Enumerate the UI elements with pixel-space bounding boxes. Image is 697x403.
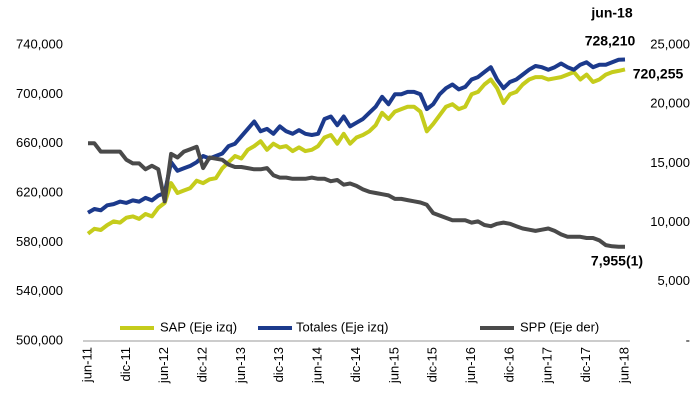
- legend-label: Totales (Eje izq): [296, 319, 388, 334]
- legend-label: SPP (Eje der): [520, 319, 599, 334]
- x-tick-label: dic-13: [271, 347, 286, 382]
- x-tick-label: dic-17: [578, 347, 593, 382]
- y-tick-label: 500,000: [16, 332, 63, 347]
- x-tick-label: jun-15: [386, 347, 401, 384]
- x-tick-label: jun-17: [540, 347, 555, 384]
- x-tick-label: dic-15: [425, 347, 440, 382]
- x-tick-label: jun-13: [233, 347, 248, 384]
- y-tick-label: 580,000: [16, 234, 63, 249]
- y-tick-label: 700,000: [16, 86, 63, 101]
- y2-tick-label: -: [686, 332, 690, 347]
- x-tick-label: dic-14: [348, 347, 363, 382]
- y2-tick-label: 5,000: [657, 273, 690, 288]
- y-tick-label: 660,000: [16, 135, 63, 150]
- series-line: [86, 57, 626, 215]
- series-line: [86, 67, 626, 236]
- annotation: 720,255: [633, 66, 684, 82]
- series-line: [88, 141, 625, 249]
- y2-tick-label: 10,000: [650, 214, 690, 229]
- legend-label: SAP (Eje izq): [160, 319, 237, 334]
- y-tick-label: 740,000: [16, 36, 63, 51]
- x-tick-label: jun-18: [616, 347, 631, 384]
- x-tick-label: dic-12: [195, 347, 210, 382]
- y2-tick-label: 15,000: [650, 155, 690, 170]
- y-tick-label: 540,000: [16, 283, 63, 298]
- x-tick-label: dic-11: [118, 347, 133, 381]
- y2-tick-label: 25,000: [650, 36, 690, 51]
- y-tick-label: 620,000: [16, 184, 63, 199]
- annotation: jun-18: [590, 5, 632, 21]
- x-tick-label: jun-14: [310, 347, 325, 384]
- y2-tick-label: 20,000: [650, 96, 690, 111]
- x-tick-label: jun-12: [156, 347, 171, 384]
- x-tick-label: jun-11: [79, 347, 94, 383]
- x-tick-label: dic-16: [501, 347, 516, 382]
- annotation: 728,210: [585, 33, 636, 49]
- x-tick-label: jun-16: [463, 347, 478, 384]
- annotation: 7,955(1): [591, 253, 643, 269]
